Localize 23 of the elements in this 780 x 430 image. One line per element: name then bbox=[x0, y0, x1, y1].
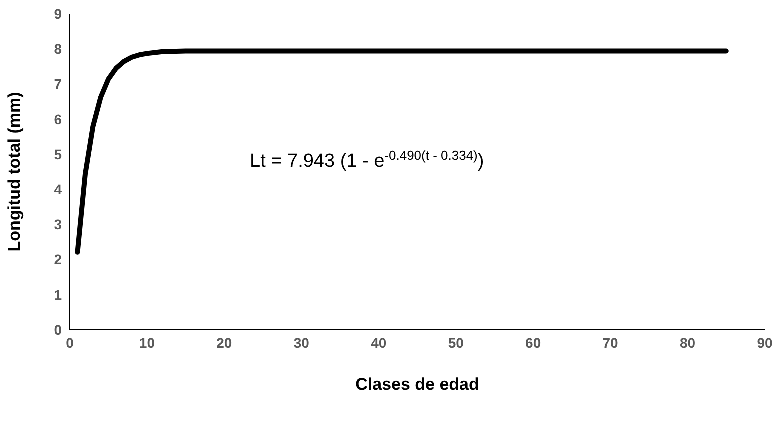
y-tick-label: 7 bbox=[54, 76, 62, 92]
y-tick-label: 0 bbox=[54, 322, 62, 338]
x-tick-label: 0 bbox=[66, 334, 74, 351]
x-tick-label: 30 bbox=[294, 334, 310, 351]
x-tick-label: 70 bbox=[602, 334, 619, 351]
y-tick-label: 6 bbox=[54, 111, 62, 128]
y-tick-label: 2 bbox=[54, 252, 62, 268]
x-axis-title: Clases de edad bbox=[356, 375, 480, 394]
x-tick-label: 90 bbox=[757, 334, 773, 351]
x-tick-label: 80 bbox=[680, 334, 696, 351]
y-tick-label: 8 bbox=[54, 41, 62, 58]
y-tick-label: 5 bbox=[54, 146, 62, 162]
y-tick-label: 4 bbox=[54, 182, 62, 198]
y-tick-label: 1 bbox=[54, 286, 62, 303]
x-tick-label: 40 bbox=[371, 334, 387, 351]
x-tick-label: 10 bbox=[139, 334, 156, 351]
x-tick-label: 50 bbox=[448, 334, 464, 351]
y-axis-title: Longitud total (mm) bbox=[5, 92, 24, 252]
annotation: Lt = 7.943 (1 - e$^{-0.490(t - 0.334)}$) bbox=[250, 148, 484, 172]
x-tick-label: 20 bbox=[216, 334, 232, 351]
x-tick-label: 60 bbox=[526, 334, 542, 351]
y-tick-label: 9 bbox=[54, 6, 62, 22]
y-tick-label: 3 bbox=[54, 216, 62, 233]
